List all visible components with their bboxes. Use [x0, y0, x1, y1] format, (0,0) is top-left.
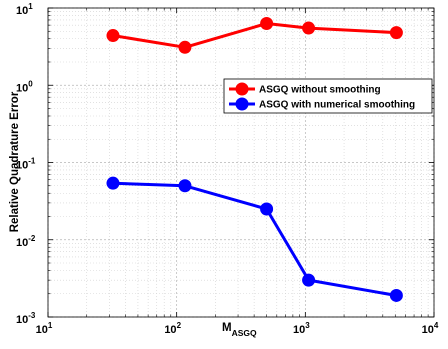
data-point-0-4	[389, 26, 403, 40]
x-tick-labels: 101 102 103 104	[36, 321, 439, 336]
x-axis-label: MASGQ	[222, 322, 257, 338]
x-tick-label: 102	[164, 321, 181, 336]
y-tick-label: 101	[16, 2, 33, 17]
legend: ASGQ without smoothing ASGQ with numeric…	[223, 78, 433, 114]
y-axis-label: Relative Quadrature Error	[9, 91, 21, 232]
y-tick-labels: 101 100 10-1 10-2 10-3	[16, 2, 36, 326]
legend-label-blue: ASGQ with numerical smoothing	[259, 100, 415, 111]
x-axis-label-subscript: ASGQ	[232, 328, 257, 338]
data-point-0-3	[302, 21, 316, 35]
data-point-1-0	[106, 176, 120, 190]
axis-ticks	[47, 7, 435, 318]
y-tick-label: 10-3	[16, 311, 36, 326]
legend-label-red: ASGQ without smoothing	[259, 85, 381, 96]
data-point-1-2	[260, 202, 274, 216]
y-tick-label: 10-1	[16, 157, 36, 172]
x-tick-label: 101	[36, 321, 53, 336]
data-point-1-3	[302, 273, 316, 287]
x-tick-label: 104	[422, 321, 439, 336]
y-tick-label: 10-2	[16, 234, 36, 249]
legend-marker-blue	[235, 97, 249, 111]
y-tick-label: 100	[16, 79, 33, 94]
x-axis-label-main: M	[222, 322, 232, 334]
data-point-0-0	[106, 29, 120, 43]
data-point-1-1	[178, 179, 192, 193]
data-point-0-1	[178, 40, 192, 54]
legend-marker-red	[235, 82, 249, 96]
data-point-0-2	[260, 17, 274, 31]
data-point-1-4	[389, 288, 403, 302]
legend-box	[223, 78, 433, 114]
series-layer	[106, 17, 403, 302]
x-tick-label: 103	[293, 321, 310, 336]
